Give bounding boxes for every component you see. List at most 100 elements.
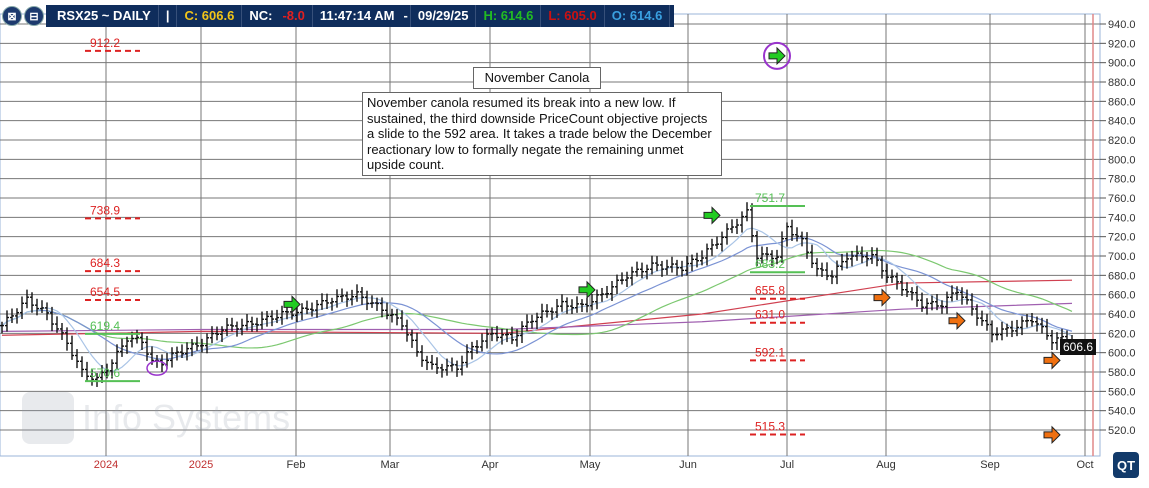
price-bar — [160, 354, 164, 372]
price-bar — [620, 272, 624, 285]
price-bar — [965, 289, 969, 305]
price-bar — [65, 327, 69, 351]
price-bar — [225, 317, 229, 337]
x-tick-label: Apr — [481, 459, 498, 471]
orange-arrow-icon — [1043, 425, 1061, 445]
close-price: C: 606.6 — [177, 5, 243, 27]
price-bar — [715, 236, 719, 250]
price-bar — [285, 306, 289, 320]
y-tick-label: 760.0 — [1108, 193, 1136, 205]
price-bar — [775, 249, 779, 265]
x-tick-label: May — [580, 459, 601, 471]
price-bar — [505, 328, 509, 343]
price-bar — [385, 302, 389, 320]
price-bar — [245, 314, 249, 331]
price-bar — [170, 347, 174, 368]
price-bar — [945, 291, 949, 314]
price-bar — [370, 295, 374, 308]
y-tick-label: 940.0 — [1108, 19, 1136, 31]
price-bar — [755, 231, 759, 266]
price-bar — [240, 318, 244, 336]
price-bar — [330, 297, 334, 311]
price-bar — [445, 358, 449, 376]
price-bar — [750, 203, 754, 243]
price-bar — [650, 255, 654, 275]
price-bar — [745, 202, 749, 222]
price-bar — [355, 284, 359, 302]
y-tick-label: 580.0 — [1108, 367, 1136, 379]
price-bar — [100, 365, 104, 383]
price-bar — [560, 294, 564, 312]
price-bar — [630, 266, 634, 286]
price-bar — [45, 302, 49, 321]
y-tick-label: 820.0 — [1108, 135, 1136, 147]
price-bar — [105, 363, 109, 379]
price-bar — [120, 338, 124, 357]
price-bar — [985, 313, 989, 331]
price-bar — [475, 340, 479, 354]
x-tick-label: Oct — [1076, 459, 1093, 471]
price-bar — [315, 299, 319, 318]
price-bar — [565, 297, 569, 314]
price-bar — [690, 254, 694, 272]
price-bar — [485, 328, 489, 349]
header: ⊠ ⊟ RSX25 ~ DAILY | C: 606.6 NC: -8.0 11… — [2, 5, 675, 27]
price-bar — [195, 336, 199, 351]
y-tick-label: 620.0 — [1108, 328, 1136, 340]
price-bar — [180, 344, 184, 359]
close-window-icon[interactable]: ⊠ — [2, 6, 22, 26]
price-bar — [140, 332, 144, 350]
y-tick-label: 660.0 — [1108, 290, 1136, 302]
price-bar — [955, 286, 959, 301]
price-bar — [275, 309, 279, 324]
price-bar — [830, 270, 834, 285]
target-label: 592.1 — [755, 345, 785, 359]
price-bar — [695, 252, 699, 268]
price-bar — [710, 238, 714, 256]
price-bar — [585, 297, 589, 313]
price-bar — [25, 289, 29, 309]
price-bar — [995, 327, 999, 341]
price-bar — [455, 360, 459, 377]
price-bar — [720, 231, 724, 252]
price-bar — [350, 289, 354, 306]
price-bar — [55, 316, 59, 333]
price-bar — [655, 256, 659, 272]
price-bar — [515, 329, 519, 347]
moving-average-long-0 — [1, 279, 1073, 336]
price-bar — [910, 287, 914, 301]
y-tick-label: 780.0 — [1108, 174, 1136, 186]
target-label: 631.0 — [755, 308, 785, 322]
x-tick-label: Jul — [780, 459, 794, 471]
price-bar — [670, 256, 674, 273]
target-label: 912.2 — [90, 36, 120, 50]
price-bar — [845, 252, 849, 269]
price-bar — [20, 296, 24, 320]
price-bar — [5, 310, 9, 332]
orange-arrow-icon — [948, 311, 966, 330]
high-price: H: 614.6 — [476, 5, 542, 27]
price-bar — [705, 243, 709, 266]
price-bar — [345, 291, 349, 307]
low-price: L: 605.0 — [541, 5, 605, 27]
y-tick-label: 880.0 — [1108, 77, 1136, 89]
x-tick-label: Feb — [287, 459, 306, 471]
minimize-window-icon[interactable]: ⊟ — [24, 6, 44, 26]
note-text: November canola resumed its break into a… — [362, 92, 722, 176]
price-bar — [540, 303, 544, 323]
x-tick-label: Mar — [381, 459, 400, 471]
price-bar — [1000, 321, 1004, 341]
price-bar — [115, 344, 119, 370]
price-bar — [545, 304, 549, 318]
target-label: 655.8 — [755, 284, 785, 298]
price-bar — [930, 295, 934, 311]
price-bar — [580, 299, 584, 312]
open-price: O: 614.6 — [605, 5, 671, 27]
price-bar — [950, 285, 954, 302]
last-price-label: 606.6 — [1060, 339, 1097, 355]
price-bar — [400, 310, 404, 331]
price-bar — [395, 309, 399, 326]
price-bar — [975, 304, 979, 326]
price-bar — [635, 261, 639, 277]
price-bar — [625, 271, 629, 288]
